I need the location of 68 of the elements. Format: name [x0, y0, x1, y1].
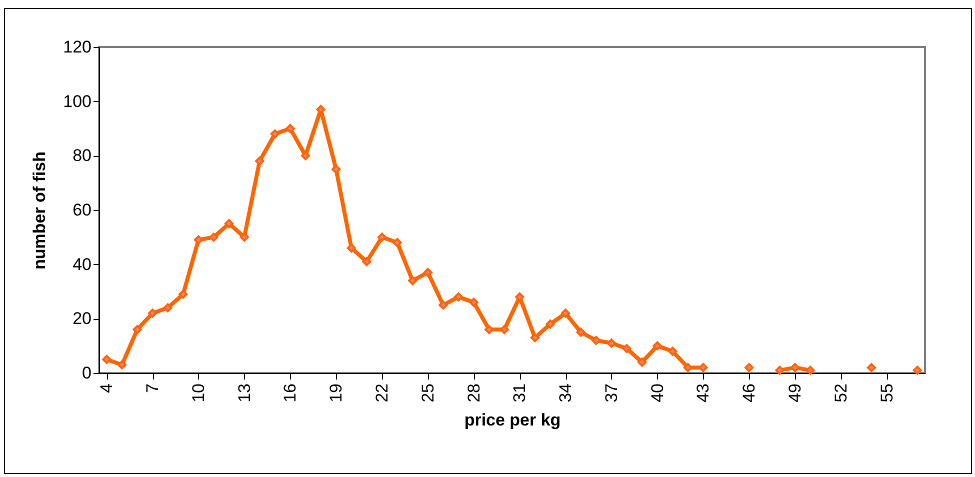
point [178, 290, 188, 299]
x-tick-label: 55 [877, 384, 896, 402]
point [438, 300, 448, 310]
y-tick-label: 40 [72, 254, 92, 274]
y-tick-label: 100 [63, 92, 92, 111]
x-tick-label: 25 [418, 384, 438, 402]
x-tick-label: 40 [648, 384, 667, 402]
point [546, 320, 555, 329]
point [102, 354, 112, 364]
point [240, 232, 249, 242]
point [224, 219, 234, 228]
x-axis-title: price per kg [464, 410, 561, 430]
x-tick-label: 52 [831, 384, 850, 402]
y-tick-label: 0 [82, 364, 92, 382]
point [346, 243, 356, 253]
point [912, 366, 922, 375]
x-tick-label: 4 [97, 384, 116, 393]
point [806, 366, 815, 375]
y-axis-title: number of fish [30, 151, 50, 270]
point [775, 366, 784, 375]
y-tick-label: 120 [63, 38, 92, 56]
point [576, 328, 586, 337]
point [255, 156, 264, 166]
y-tick-label: 80 [72, 146, 92, 166]
point [866, 363, 876, 372]
point [622, 344, 632, 354]
point [744, 363, 754, 372]
x-tick-label: 10 [188, 384, 208, 402]
point [117, 360, 126, 370]
x-tick-label: 34 [556, 384, 576, 402]
point [454, 292, 463, 302]
point [561, 308, 570, 318]
point [683, 363, 692, 372]
point [469, 298, 478, 307]
point [132, 324, 142, 334]
point [408, 276, 418, 286]
point [194, 235, 203, 244]
point [286, 124, 295, 134]
x-tick-label: 43 [694, 384, 713, 402]
point [332, 164, 341, 174]
point [668, 346, 678, 356]
x-tick-label: 16 [280, 384, 300, 402]
point [790, 363, 800, 372]
point [652, 341, 662, 350]
x-tick-label: 46 [740, 384, 759, 402]
point [377, 232, 387, 242]
point [530, 333, 540, 342]
point [637, 358, 647, 367]
x-tick-label: 49 [785, 384, 804, 402]
point [592, 336, 601, 345]
x-tick-label: 13 [234, 384, 254, 402]
point [606, 338, 616, 348]
y-tick-label: 60 [72, 200, 92, 220]
point [423, 268, 432, 278]
point [500, 324, 509, 334]
point [362, 257, 372, 266]
x-tick-label: 7 [143, 384, 162, 393]
x-tick-label: 37 [602, 384, 621, 402]
point [392, 238, 402, 248]
point [163, 303, 172, 312]
y-tick-label: 20 [72, 309, 92, 328]
x-tick-label: 31 [510, 384, 530, 402]
x-tick-label: 19 [326, 384, 346, 402]
point [148, 308, 158, 318]
x-tick-label: 22 [372, 384, 392, 402]
point [270, 129, 280, 138]
point [209, 232, 218, 242]
x-tick-label: 28 [464, 384, 484, 402]
